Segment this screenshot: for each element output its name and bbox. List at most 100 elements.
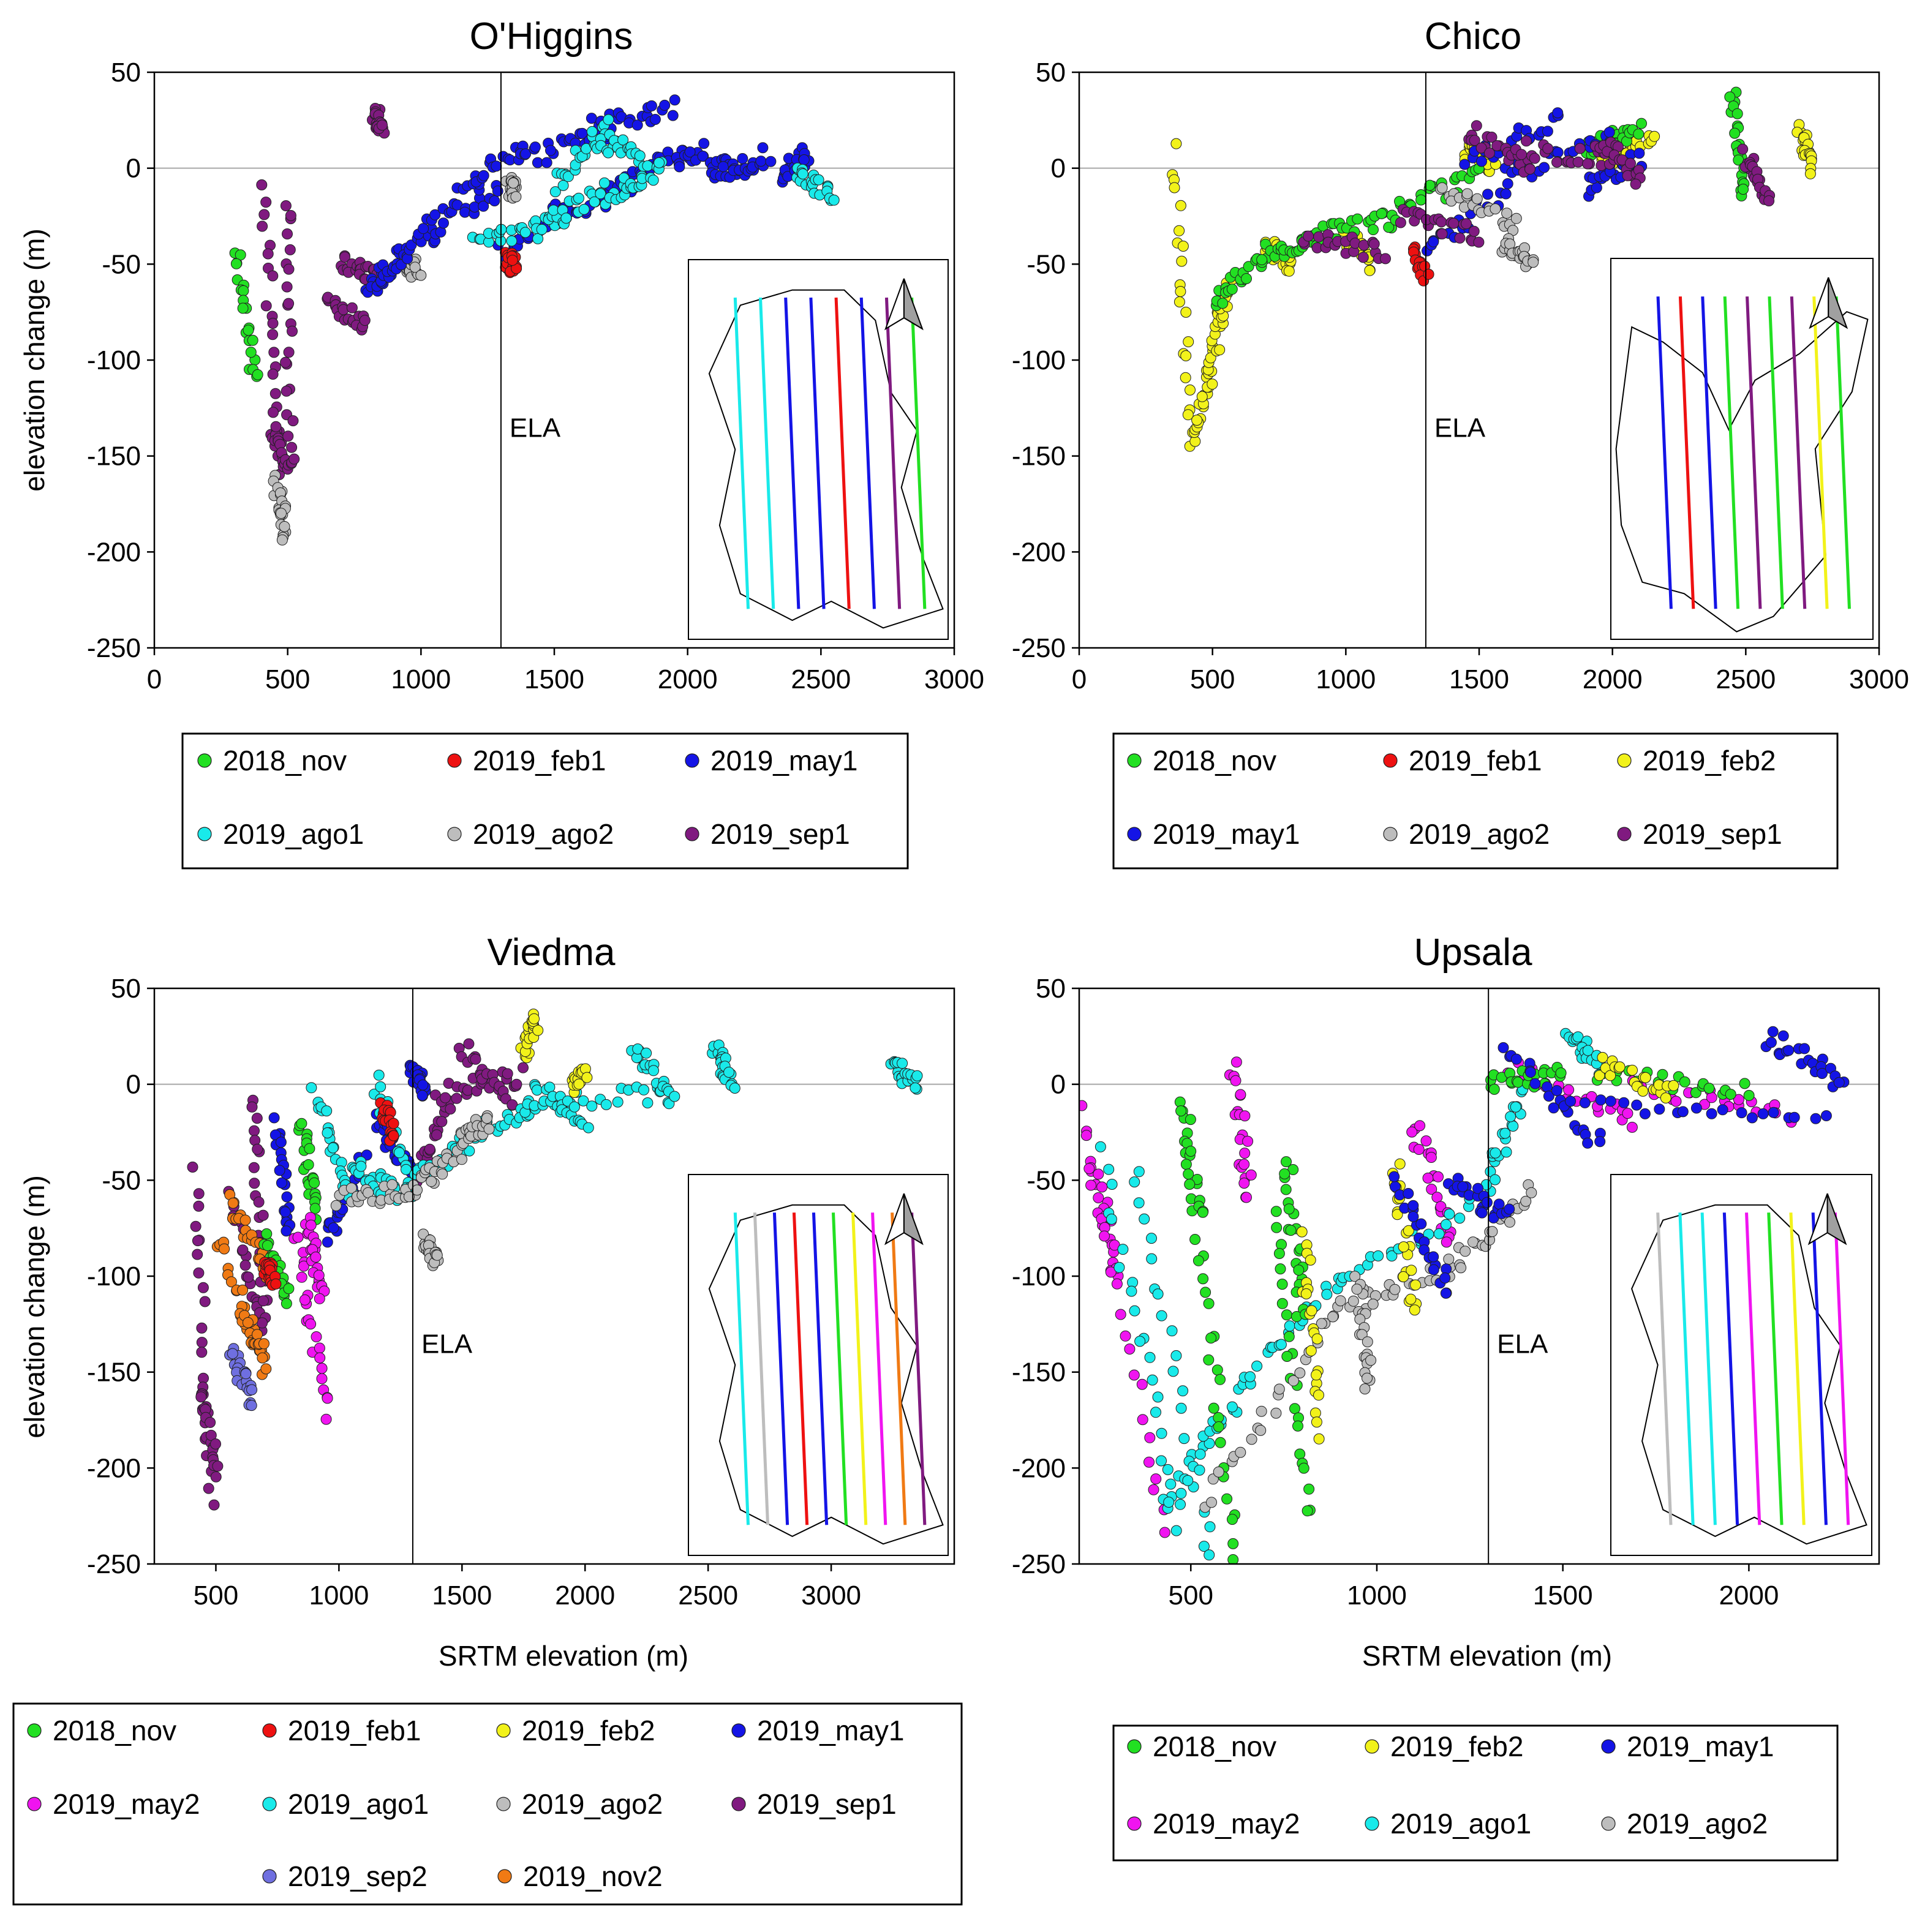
data-point (292, 1231, 304, 1243)
data-point (426, 1176, 437, 1187)
data-point (1639, 1108, 1651, 1119)
data-point (684, 146, 696, 158)
legend-item: 2019_may1 (1601, 1731, 1774, 1762)
data-point (193, 1200, 205, 1212)
data-point (1133, 1197, 1145, 1209)
data-point (603, 147, 614, 159)
data-point (1194, 1448, 1206, 1460)
data-point (269, 388, 281, 399)
data-point (581, 1072, 593, 1083)
data-point (316, 1363, 328, 1374)
data-point (1703, 1083, 1715, 1094)
data-point (1552, 146, 1564, 158)
data-point (1543, 1091, 1554, 1102)
data-point (246, 1400, 257, 1411)
legend-item: 2019_feb1 (447, 745, 606, 776)
data-point (314, 1293, 325, 1304)
data-point (1501, 1146, 1512, 1158)
y-tick-label: -150 (87, 1358, 141, 1388)
data-point (1235, 1089, 1246, 1100)
data-point (252, 369, 263, 380)
x-tick-label: 2500 (791, 664, 851, 694)
track-line (1746, 296, 1762, 609)
data-point (1241, 1192, 1252, 1203)
legend-label: 2019_ago2 (473, 818, 614, 850)
data-point (1273, 1248, 1285, 1259)
data-point (1510, 1101, 1521, 1113)
data-point (1303, 230, 1314, 242)
track-line (871, 1212, 887, 1525)
data-point (416, 1089, 428, 1101)
data-point (1238, 1178, 1250, 1189)
data-point (276, 508, 287, 519)
legend: 2018_nov 2019_feb1 2019_feb2 2019_may1 2019_… (1112, 732, 1839, 870)
track-line (1790, 296, 1807, 609)
data-point (1321, 1288, 1333, 1300)
data-point (1448, 217, 1460, 229)
data-point (429, 209, 441, 220)
data-point (1207, 378, 1218, 390)
data-point (1302, 1505, 1313, 1517)
data-point (1539, 162, 1550, 173)
data-point (1208, 1402, 1219, 1414)
data-point (698, 138, 710, 149)
data-point (1454, 232, 1466, 244)
data-point (1185, 1114, 1196, 1126)
legend-item: 2018_nov (1127, 745, 1276, 776)
data-point (437, 1168, 448, 1180)
data-point (1205, 1332, 1217, 1344)
legend-label: 2019_feb1 (1409, 745, 1542, 776)
track-line (891, 1212, 907, 1525)
data-point (1285, 1225, 1297, 1236)
data-point (560, 212, 572, 224)
data-point (1490, 203, 1501, 215)
y-tick-label: -250 (87, 633, 141, 663)
legend-item: 2018_nov (197, 745, 347, 776)
data-point (1425, 1152, 1437, 1163)
chart-title: O'Higgins (470, 15, 633, 58)
data-point (203, 1483, 214, 1494)
data-point (373, 1069, 385, 1081)
data-point (192, 1249, 203, 1260)
data-point (1180, 306, 1192, 318)
data-point (456, 1154, 467, 1165)
x-tick-label: 500 (265, 664, 310, 694)
data-point (1113, 1261, 1125, 1273)
data-point (1368, 238, 1380, 250)
data-point (1105, 1266, 1117, 1278)
data-point (1283, 265, 1295, 277)
data-point (316, 1373, 328, 1385)
legend-label: 2019_nov2 (523, 1860, 663, 1892)
data-point (314, 1352, 326, 1364)
legend-label: 2019_ago2 (1627, 1808, 1768, 1840)
data-point (1162, 1464, 1174, 1475)
data-point (210, 1438, 221, 1449)
data-point (1214, 344, 1226, 356)
data-point (355, 1160, 367, 1172)
legend-label: 2019_may2 (1153, 1808, 1300, 1840)
data-point (544, 1081, 556, 1093)
track-line (1656, 1212, 1673, 1525)
series-2019_ago2 (268, 172, 522, 546)
legend-marker (27, 1723, 42, 1738)
data-point (394, 1147, 405, 1159)
data-point (1528, 257, 1539, 268)
data-point (1777, 1030, 1789, 1042)
data-point (1227, 1538, 1239, 1549)
data-point (1395, 217, 1406, 228)
data-point (284, 244, 296, 255)
data-point (1364, 265, 1376, 276)
data-point (1095, 1141, 1106, 1152)
data-point (1439, 1272, 1451, 1284)
inset-map (688, 259, 949, 640)
data-point (1582, 1045, 1594, 1056)
x-tick-label: 3000 (801, 1581, 861, 1611)
data-point (1281, 1351, 1293, 1362)
legend-item: 2019_may1 (685, 745, 857, 776)
data-point (1415, 194, 1427, 206)
y-tick-label: -100 (87, 345, 141, 375)
data-point (531, 1084, 543, 1096)
data-point (578, 203, 590, 215)
data-point (1197, 1206, 1208, 1218)
